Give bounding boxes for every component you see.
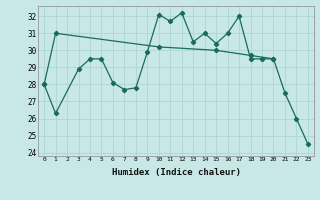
X-axis label: Humidex (Indice chaleur): Humidex (Indice chaleur) — [111, 168, 241, 177]
